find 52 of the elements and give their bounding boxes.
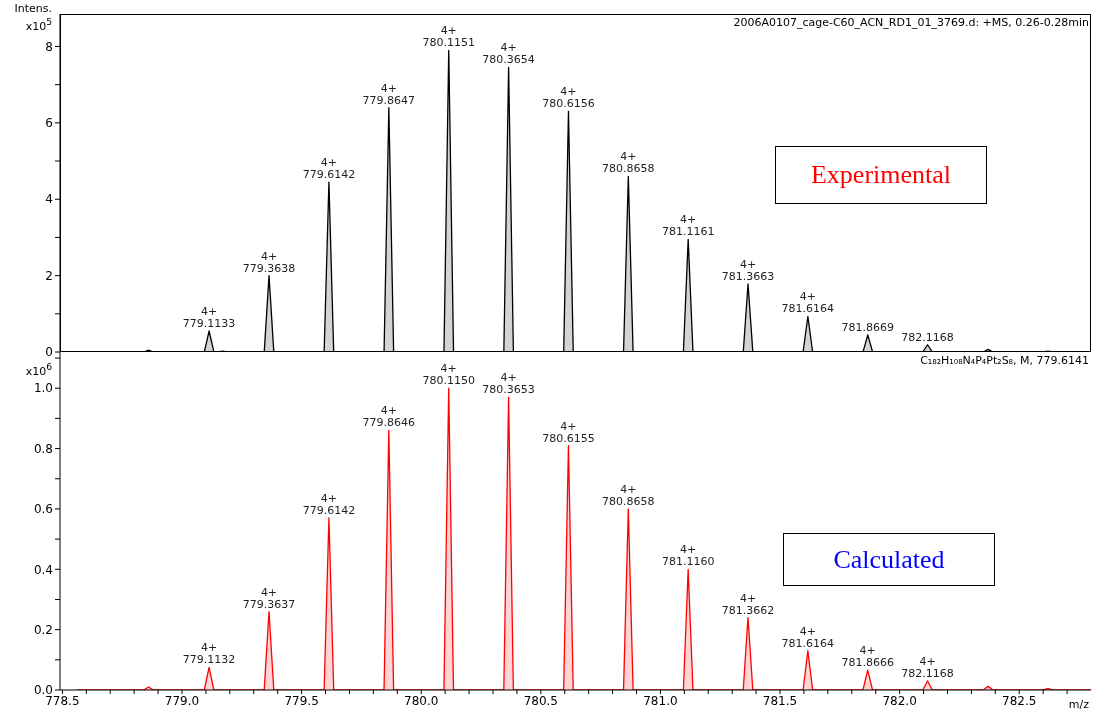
x-tick-label: 782.0 bbox=[882, 693, 917, 708]
annotation: 4+ 781.6164 bbox=[781, 290, 835, 316]
annotation: 4+ 780.8658 bbox=[602, 150, 655, 176]
annotation: 4+ 781.3662 bbox=[721, 591, 775, 617]
annotation: C₁₈₂H₁₀₈N₄P₄Pt₂S₈, M, 779.6141 bbox=[920, 354, 1089, 367]
x-tick-label: 779.0 bbox=[164, 693, 200, 708]
annotation: 4+ 779.1133 bbox=[182, 304, 236, 330]
annotation: 781.8669 bbox=[841, 320, 895, 334]
annotation: 4+ 781.1161 bbox=[661, 213, 715, 239]
annotation: 4+ 780.3654 bbox=[482, 41, 535, 67]
annotation: 4+ 779.6142 bbox=[302, 491, 356, 517]
y-tick-label: 6 bbox=[45, 116, 53, 131]
annotation: 782.1168 bbox=[901, 330, 954, 344]
annotation: 4+ 779.8646 bbox=[362, 404, 416, 430]
annotation: 4+ 779.3638 bbox=[242, 249, 296, 275]
annotation: 4+ 779.8647 bbox=[362, 81, 416, 107]
y-axis-title: x10$^{6}$ bbox=[25, 360, 52, 378]
annotation: 4+ 781.6164 bbox=[781, 624, 835, 650]
y-axis-title: Intens. x10$^{5}$ bbox=[14, 2, 52, 33]
annotation: 4+ 781.1160 bbox=[661, 543, 715, 569]
y-tick-label: 0.2 bbox=[33, 622, 53, 637]
label-box: Calculated bbox=[783, 533, 995, 586]
y-tick-label: 4 bbox=[45, 192, 53, 207]
y-tick-label: 0.4 bbox=[33, 562, 53, 577]
annotation: 4+ 780.3653 bbox=[482, 371, 535, 397]
y-tick-label: 1.0 bbox=[33, 381, 53, 396]
annotation: 4+ 780.6156 bbox=[542, 85, 595, 111]
x-tick-label: 781.0 bbox=[643, 693, 678, 708]
annotation: 4+ 779.3637 bbox=[242, 585, 296, 611]
annotation: 4+ 781.8666 bbox=[841, 644, 894, 670]
annotation: 4+ 779.6142 bbox=[302, 156, 356, 182]
y-tick-label: 0.8 bbox=[33, 441, 53, 456]
annotation: 4+ 780.6155 bbox=[542, 419, 595, 445]
annotation: 4+ 780.1150 bbox=[422, 362, 475, 388]
annotation: 4+ 780.8658 bbox=[602, 482, 655, 508]
annotation: 4+ 780.1151 bbox=[422, 24, 475, 50]
y-tick-label: 0 bbox=[45, 345, 53, 360]
y-tick-label: 2 bbox=[45, 268, 53, 283]
x-tick-label: 780.0 bbox=[404, 693, 439, 708]
x-tick-label: 778.5 bbox=[45, 693, 80, 708]
x-tick-label: 780.5 bbox=[523, 693, 558, 708]
x-tick-label: 779.5 bbox=[284, 693, 319, 708]
x-tick-label: 782.5 bbox=[1002, 693, 1037, 708]
x-tick-label: 781.5 bbox=[762, 693, 798, 708]
label-box: Experimental bbox=[775, 146, 987, 204]
x-axis-title: m/z bbox=[1068, 698, 1089, 711]
annotation: 2006A0107_cage-C60_ACN_RD1_01_3769.d: +MS, 0.26-0.28min bbox=[733, 16, 1089, 29]
y-tick-label: 8 bbox=[45, 39, 53, 54]
annotation: 4+ 781.3663 bbox=[721, 258, 775, 284]
annotation: 4+ 782.1168 bbox=[901, 654, 954, 680]
annotation: 4+ 779.1132 bbox=[182, 641, 236, 667]
y-tick-label: 0.6 bbox=[33, 502, 53, 517]
